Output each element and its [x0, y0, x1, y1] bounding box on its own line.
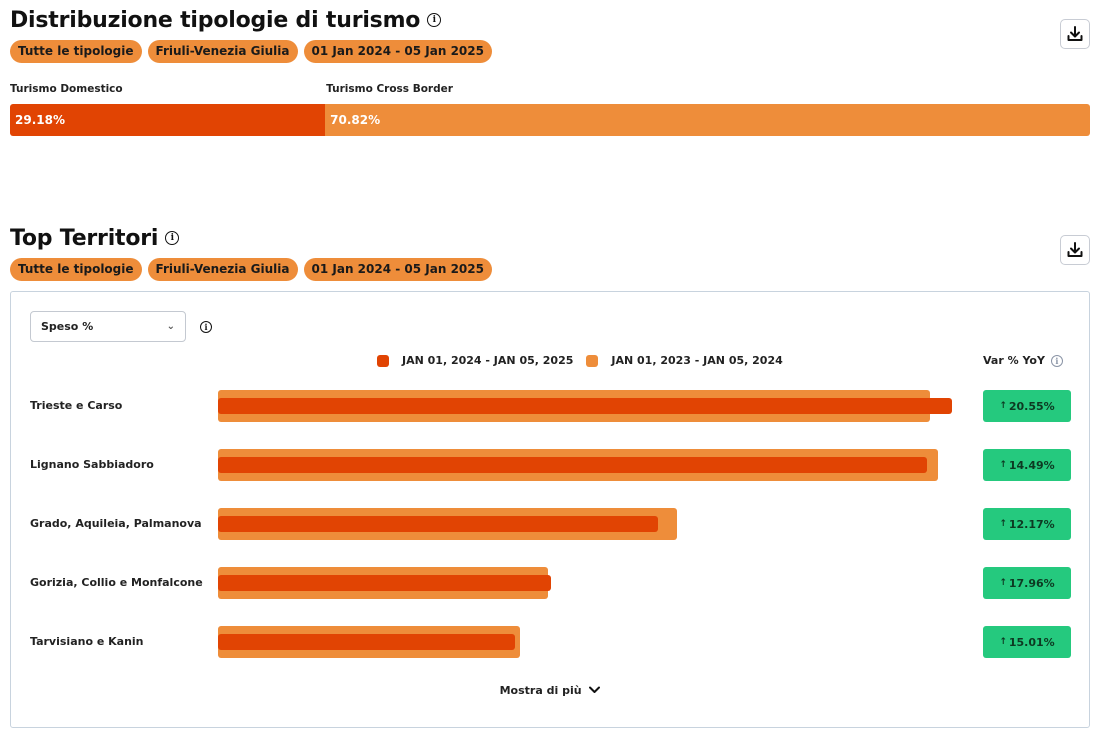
- segment-value-cross-border: 70.82%: [330, 113, 381, 127]
- arrow-up-icon: ↑: [999, 519, 1007, 529]
- var-yoy-badge: ↑ 14.49%: [983, 449, 1071, 481]
- var-yoy-header-label: Var % YoY: [983, 354, 1045, 367]
- arrow-up-icon: ↑: [999, 401, 1007, 411]
- filter-chip-date[interactable]: 01 Jan 2024 - 05 Jan 2025: [303, 40, 492, 63]
- metric-select[interactable]: Speso % ⌄: [30, 311, 186, 342]
- info-icon[interactable]: i: [1050, 354, 1063, 367]
- show-more-button[interactable]: Mostra di più: [11, 684, 1089, 697]
- top-territories-filters: Tutte le tipologie Friuli-Venezia Giulia…: [10, 258, 1090, 281]
- legend-label-current: JAN 01, 2024 - JAN 05, 2025: [402, 354, 574, 367]
- distribution-filters: Tutte le tipologie Friuli-Venezia Giulia…: [10, 40, 1090, 63]
- territory-row: Grado, Aquileia, Palmanova ↑ 12.17%: [11, 508, 1089, 542]
- distribution-title-row: Distribuzione tipologie di turismo i: [10, 0, 1090, 40]
- download-icon: [1067, 242, 1083, 257]
- distribution-labels: Turismo Domestico Turismo Cross Border: [10, 83, 1090, 99]
- filter-chip-region[interactable]: Friuli-Venezia Giulia: [147, 40, 298, 63]
- legend-item-current[interactable]: JAN 01, 2024 - JAN 05, 2025: [377, 354, 573, 367]
- territory-row: Trieste e Carso ↑ 20.55%: [11, 390, 1089, 424]
- var-yoy-value: 12.17%: [1008, 517, 1055, 531]
- segment-domestic[interactable]: 29.18%: [10, 104, 326, 136]
- bar-current-period[interactable]: [218, 457, 927, 473]
- metric-select-value: Speso %: [41, 320, 94, 333]
- download-icon: [1067, 26, 1083, 41]
- territory-row: Gorizia, Collio e Monfalcone ↑ 17.96%: [11, 567, 1089, 601]
- info-icon[interactable]: i: [427, 13, 442, 27]
- distribution-section: Distribuzione tipologie di turismo i Tut…: [10, 0, 1090, 136]
- top-territories-panel: Speso % ⌄ i JAN 01, 2024 - JAN 05, 2025 …: [10, 291, 1090, 728]
- bar-current-period[interactable]: [218, 398, 952, 414]
- distribution-bar: 29.18% 70.82%: [10, 104, 1090, 136]
- legend-swatch-current: [377, 354, 389, 367]
- bar-current-period[interactable]: [218, 516, 658, 532]
- bar-current-period[interactable]: [218, 575, 551, 591]
- arrow-up-icon: ↑: [999, 460, 1007, 470]
- territory-row: Tarvisiano e Kanin ↑ 15.01%: [11, 626, 1089, 660]
- var-yoy-badge: ↑ 15.01%: [983, 626, 1071, 658]
- top-territories-title-row: Top Territori i: [10, 218, 1090, 258]
- territory-label: Grado, Aquileia, Palmanova: [30, 517, 202, 530]
- territory-row: Lignano Sabbiadoro ↑ 14.49%: [11, 449, 1089, 483]
- legend-swatch-previous: [586, 354, 599, 367]
- territory-label: Gorizia, Collio e Monfalcone: [30, 576, 203, 589]
- chart-legend: JAN 01, 2024 - JAN 05, 2025 JAN 01, 2023…: [377, 354, 796, 367]
- var-yoy-value: 15.01%: [1008, 635, 1055, 649]
- var-yoy-header: Var % YoY i: [983, 354, 1063, 367]
- distribution-title: Distribuzione tipologie di turismo: [10, 7, 421, 33]
- territory-label: Tarvisiano e Kanin: [30, 635, 144, 648]
- download-button[interactable]: [1060, 19, 1090, 49]
- filter-chip-type[interactable]: Tutte le tipologie: [10, 40, 142, 63]
- download-button[interactable]: [1060, 235, 1090, 265]
- top-territories-title: Top Territori: [10, 225, 159, 251]
- chevron-down-icon: [589, 686, 601, 693]
- top-territories-section: Top Territori i Tutte le tipologie Friul…: [10, 218, 1090, 728]
- info-icon[interactable]: i: [200, 321, 212, 333]
- filter-chip-region[interactable]: Friuli-Venezia Giulia: [147, 258, 298, 281]
- arrow-up-icon: ↑: [999, 637, 1007, 647]
- var-yoy-value: 14.49%: [1008, 458, 1055, 472]
- var-yoy-value: 20.55%: [1008, 399, 1055, 413]
- segment-cross-border[interactable]: 70.82%: [325, 104, 1090, 136]
- filter-chip-type[interactable]: Tutte le tipologie: [10, 258, 142, 281]
- arrow-up-icon: ↑: [999, 578, 1007, 588]
- legend-item-previous[interactable]: JAN 01, 2023 - JAN 05, 2024: [586, 354, 783, 367]
- filter-chip-date[interactable]: 01 Jan 2024 - 05 Jan 2025: [303, 258, 492, 281]
- territory-label: Trieste e Carso: [30, 399, 123, 412]
- var-yoy-value: 17.96%: [1008, 576, 1055, 590]
- var-yoy-badge: ↑ 12.17%: [983, 508, 1071, 540]
- segment-label-domestic: Turismo Domestico: [10, 83, 123, 95]
- chevron-down-icon: ⌄: [166, 321, 175, 332]
- segment-value-domestic: 29.18%: [15, 113, 65, 127]
- legend-label-previous: JAN 01, 2023 - JAN 05, 2024: [611, 354, 783, 367]
- segment-label-cross-border: Turismo Cross Border: [326, 83, 453, 95]
- info-icon[interactable]: i: [165, 231, 180, 245]
- bar-current-period[interactable]: [218, 634, 515, 650]
- var-yoy-badge: ↑ 20.55%: [983, 390, 1071, 422]
- show-more-label: Mostra di più: [499, 684, 582, 697]
- territory-label: Lignano Sabbiadoro: [30, 458, 154, 471]
- var-yoy-badge: ↑ 17.96%: [983, 567, 1071, 599]
